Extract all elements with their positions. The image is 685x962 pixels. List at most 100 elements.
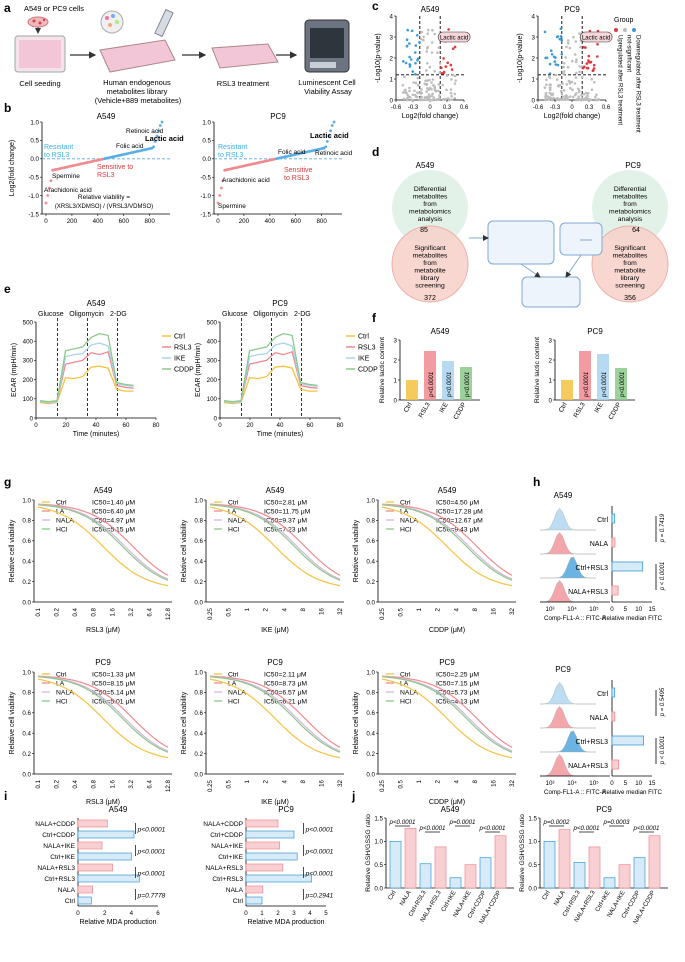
x-tick-label: 32 <box>509 607 516 614</box>
y-tick-label: 0.4 <box>22 731 31 738</box>
volcano-point <box>408 42 411 45</box>
chart-title: PC9 <box>596 805 612 814</box>
volcano-point <box>562 98 565 101</box>
bar <box>245 863 284 872</box>
row-label: Ctrl <box>597 517 608 524</box>
volcano-point <box>412 81 416 84</box>
p-value: p<0.0001 <box>137 849 166 856</box>
volcano-point <box>445 74 449 77</box>
bar <box>245 896 263 905</box>
volcano-point <box>581 97 584 101</box>
ic50-label: IC50=6.21 μM <box>264 699 307 706</box>
venn-circle-text-line: metabolites <box>613 194 648 201</box>
venn-count: 85 <box>420 227 428 234</box>
x-tick-label: 0 <box>216 218 220 225</box>
y-tick-label: 0 <box>394 397 398 404</box>
cells-icon <box>27 16 49 28</box>
volcano-point <box>558 37 562 41</box>
volcano-point <box>554 73 558 77</box>
chart-title: PC9 <box>564 5 580 14</box>
venn-circle-text: Differential metabolites from metabolomics a… <box>409 186 452 223</box>
legend-entry: Ctrl <box>400 500 411 507</box>
y-tick-label: 0.0 <box>30 156 39 163</box>
x-tick-label: 4 <box>453 607 460 611</box>
y-tick-label: 2 <box>390 55 394 62</box>
y-tick-label: 3 <box>394 337 398 344</box>
venn-circle-text-line: metabolite <box>414 268 446 275</box>
venn-circle-text-line: screening <box>415 283 445 290</box>
y-tick-label: 0.6 <box>22 710 31 717</box>
volcano-point <box>560 52 564 56</box>
bar <box>245 885 264 894</box>
x-tick-label: 0.25 <box>379 779 386 792</box>
bar <box>588 846 601 889</box>
bar <box>611 537 616 548</box>
volcano-point <box>596 55 599 58</box>
x-tick-label: 6.4 <box>146 607 153 616</box>
volcano-point <box>543 86 547 89</box>
volcano-point <box>438 97 441 100</box>
x-tick-label: 0.5 <box>398 607 405 616</box>
rank-charts: A549 1.0 0.5 0.0 -0.5 -1.0 -1.5 0 200 400 600 800 Re… <box>9 112 353 225</box>
rank-point <box>157 129 161 133</box>
venn-circle-text-line: Differential <box>614 186 647 193</box>
ic50-label: IC50=4.13 μM <box>436 699 479 706</box>
volcano-point <box>418 41 421 44</box>
volcano-point <box>577 95 580 98</box>
volcano-point <box>436 51 439 54</box>
venn-box-bottom <box>521 276 581 308</box>
x-tick-label: 200 <box>239 218 250 225</box>
bar <box>77 863 114 872</box>
dose-curve <box>381 504 513 580</box>
x-tick-label: 0.8 <box>91 779 98 788</box>
y-tick-label: 0.6 <box>194 710 203 717</box>
x-tick-label: 0.4 <box>72 607 79 616</box>
x-tick-label: 1.6 <box>109 607 116 616</box>
legend-entry: LA <box>56 509 65 516</box>
rank-point <box>330 124 334 127</box>
volcano-point <box>583 65 586 69</box>
volcano-point <box>414 51 417 54</box>
volcano-point <box>575 58 578 61</box>
bar <box>494 835 507 889</box>
ic50-label: IC50=7.23 μM <box>264 527 307 534</box>
x-tick-label: 8 <box>472 607 479 611</box>
bar <box>611 561 644 572</box>
x-tick-label: 0.5 <box>226 607 233 616</box>
bar <box>77 841 103 850</box>
legend-entry: not-significant <box>626 35 632 72</box>
volcano-point <box>561 82 564 85</box>
ecar-line <box>223 350 318 404</box>
sensitive-label-line: to RSL3 <box>284 175 309 182</box>
dose-curve <box>37 506 169 587</box>
row-label: NALA <box>58 887 76 894</box>
phase-label: 2-DG <box>110 311 127 318</box>
x-tick-label: 2 <box>103 910 107 917</box>
x-tick-label: 5 <box>324 910 328 917</box>
row-label: Ctrl+IKE <box>50 854 75 861</box>
y-tick-label: 1.0 <box>374 839 383 846</box>
volcano-point <box>430 81 433 84</box>
volcano-point <box>594 95 597 99</box>
volcano-point <box>414 73 417 76</box>
panel-letter: j <box>351 789 355 803</box>
dose-curve <box>209 503 341 576</box>
row-label: NALA+RSL3 <box>568 589 608 596</box>
row-label: Ctrl <box>597 691 608 698</box>
p-value: p < 0.0001 <box>660 736 666 766</box>
y-tick-label: 1 <box>532 76 536 83</box>
venn-circle-text-line: metabolite <box>614 268 646 275</box>
volcano-point <box>408 65 412 68</box>
chart-title: A549 <box>438 486 457 495</box>
rank-point <box>332 120 336 124</box>
bar <box>404 827 417 889</box>
dose-curve <box>381 676 513 752</box>
bar <box>245 874 312 883</box>
volcano-point <box>426 28 430 32</box>
volcano-point <box>440 72 444 75</box>
formula-line: Relative viability = <box>78 194 130 201</box>
volcano-point <box>575 71 578 75</box>
chart-title: A549 <box>554 491 573 500</box>
